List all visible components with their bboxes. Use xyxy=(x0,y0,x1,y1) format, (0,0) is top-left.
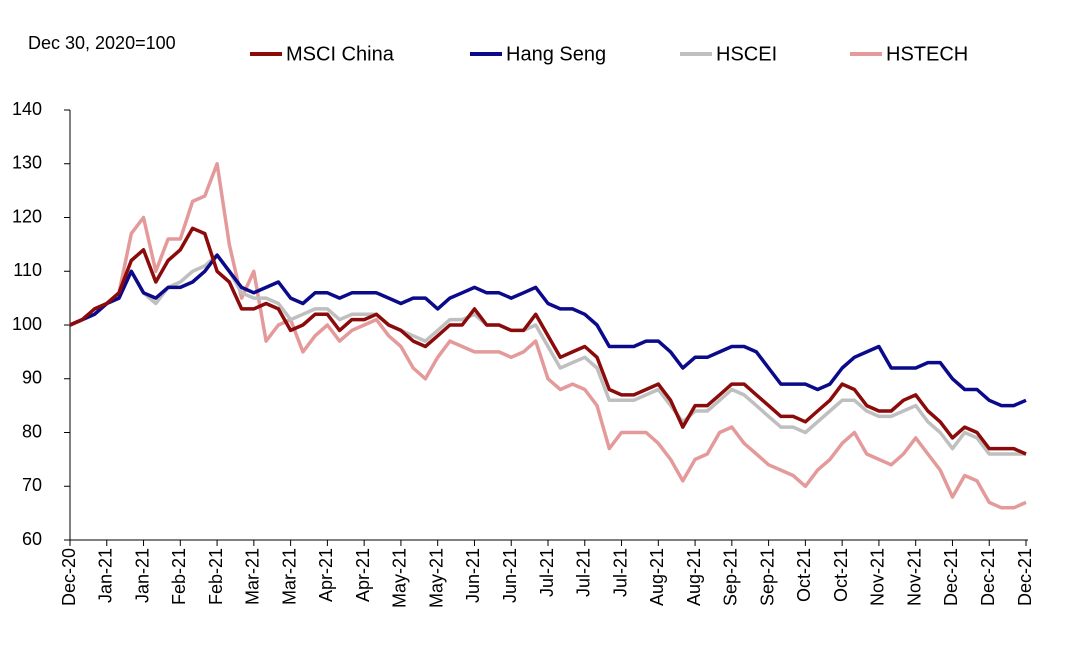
x-tick-label: Dec-21 xyxy=(978,548,998,606)
y-tick-label: 80 xyxy=(22,421,42,441)
x-tick-label: Sep-21 xyxy=(721,548,741,606)
y-tick-label: 120 xyxy=(12,206,42,226)
legend-label: Hang Seng xyxy=(506,43,606,65)
x-tick-label: Jan-21 xyxy=(96,548,116,603)
y-tick-label: 110 xyxy=(13,260,42,280)
x-tick-label: Jun-21 xyxy=(500,548,520,603)
x-tick-label: Apr-21 xyxy=(316,548,336,602)
x-tick-label: Nov-21 xyxy=(904,548,924,606)
series-line xyxy=(69,253,1027,408)
series-line xyxy=(69,226,1027,456)
legend-label: HSTECH xyxy=(886,43,968,65)
x-tick-label: Nov-21 xyxy=(868,548,888,606)
x-tick-label: May-21 xyxy=(390,548,410,608)
y-tick-label: 90 xyxy=(22,368,42,388)
x-tick-label: Jan-21 xyxy=(132,548,152,603)
x-tick-label: Mar-21 xyxy=(279,548,299,605)
y-tick-label: 70 xyxy=(22,475,42,495)
legend-label: MSCI China xyxy=(286,43,395,65)
y-tick-label: 60 xyxy=(22,529,42,549)
legend: MSCI China Hang Seng HSCEI HSTECH xyxy=(250,43,968,65)
x-tick-label: Aug-21 xyxy=(647,548,667,606)
x-tick-label: Mar-21 xyxy=(243,548,263,605)
x-tick-label: Dec-21 xyxy=(941,548,961,606)
x-tick-label: Aug-21 xyxy=(684,548,704,606)
x-tick-label: Dec-21 xyxy=(1015,548,1035,606)
x-tick-label: Dec-20 xyxy=(59,548,79,606)
x-tick-label: Jul-21 xyxy=(537,548,557,597)
x-tick-label: Oct-21 xyxy=(794,548,814,602)
x-tick-label: Sep-21 xyxy=(757,548,777,606)
annotation: Dec 30, 2020=100 xyxy=(28,33,176,53)
legend-label: HSCEI xyxy=(716,43,777,65)
y-tick-label: 140 xyxy=(12,99,42,119)
y-tick-label: 130 xyxy=(12,153,42,173)
x-tick-label: Jun-21 xyxy=(463,548,483,603)
x-tick-label: Apr-21 xyxy=(353,548,373,602)
series-line xyxy=(69,162,1027,510)
y-tick-label: 100 xyxy=(12,314,42,334)
x-tick-label: Jul-21 xyxy=(610,548,630,597)
x-tick-label: Jul-21 xyxy=(574,548,594,597)
x-tick-label: Oct-21 xyxy=(831,548,851,602)
x-tick-label: May-21 xyxy=(426,548,446,608)
x-tick-label: Feb-21 xyxy=(206,548,226,605)
x-tick-label: Feb-21 xyxy=(169,548,189,605)
